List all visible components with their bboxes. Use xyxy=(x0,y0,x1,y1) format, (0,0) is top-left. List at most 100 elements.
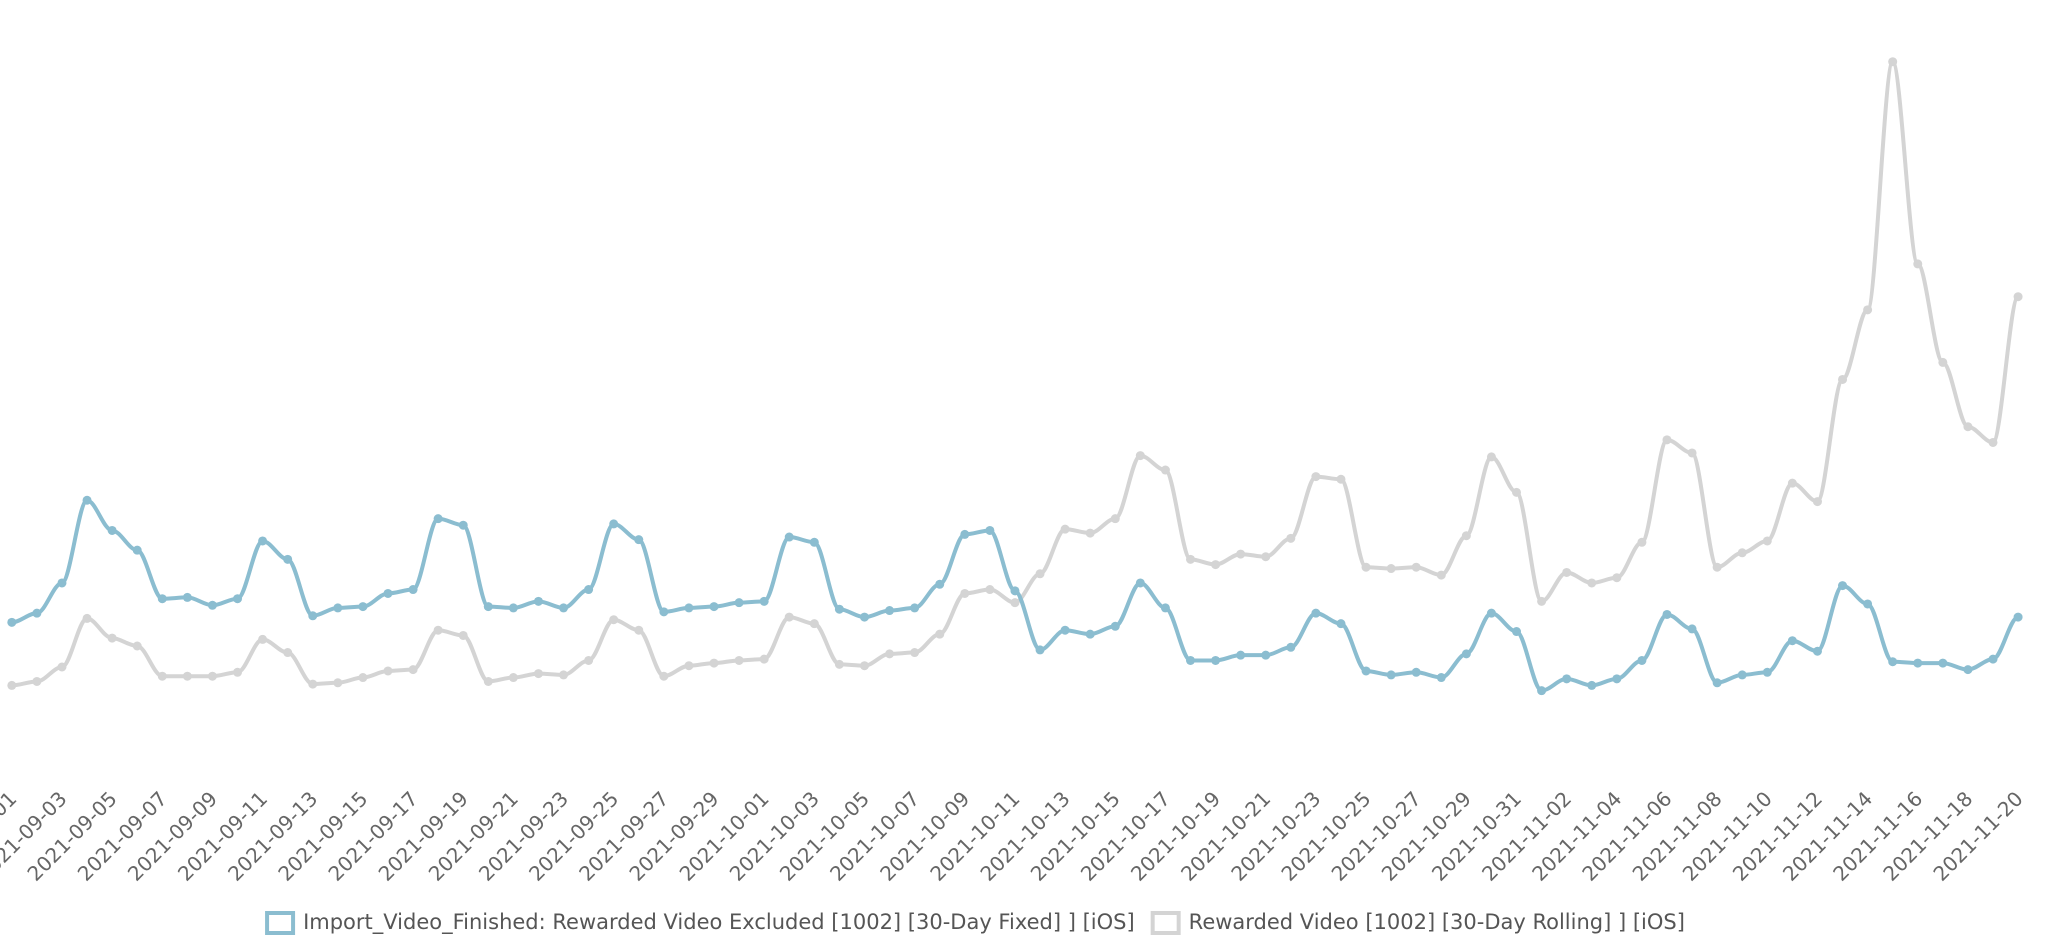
data-point xyxy=(1286,642,1296,652)
data-point xyxy=(1386,564,1396,574)
legend-label: Import_Video_Finished: Rewarded Video Ex… xyxy=(303,910,1135,935)
data-point xyxy=(1211,560,1221,570)
data-point xyxy=(935,629,945,639)
data-point xyxy=(1110,514,1120,524)
data-point xyxy=(483,676,493,686)
data-point xyxy=(1461,531,1471,541)
data-point xyxy=(508,673,518,683)
data-point xyxy=(207,671,217,681)
data-point xyxy=(433,514,443,524)
data-point xyxy=(784,612,794,622)
data-point xyxy=(759,596,769,606)
data-point xyxy=(1762,667,1772,677)
data-point xyxy=(584,585,594,595)
data-point xyxy=(1537,596,1547,606)
data-point xyxy=(1637,537,1647,547)
data-point xyxy=(383,588,393,598)
data-point xyxy=(1060,524,1070,534)
data-point xyxy=(1888,657,1898,667)
data-point xyxy=(1938,357,1948,367)
data-point xyxy=(1336,474,1346,484)
data-point xyxy=(1411,667,1421,677)
data-point xyxy=(157,671,167,681)
data-point xyxy=(283,554,293,564)
data-point xyxy=(885,649,895,659)
data-point xyxy=(859,661,869,671)
data-point xyxy=(1888,57,1898,67)
data-point xyxy=(333,603,343,613)
data-point xyxy=(609,519,619,529)
data-point xyxy=(1863,305,1873,315)
data-point xyxy=(1812,646,1822,656)
data-point xyxy=(1135,578,1145,588)
data-point xyxy=(258,536,268,546)
data-point xyxy=(1010,598,1020,608)
data-point xyxy=(1211,655,1221,665)
data-point xyxy=(1160,603,1170,613)
data-point xyxy=(1687,624,1697,634)
data-point xyxy=(1386,670,1396,680)
data-point xyxy=(1512,627,1522,637)
data-point xyxy=(107,633,117,643)
data-point xyxy=(1612,674,1622,684)
data-point xyxy=(809,537,819,547)
data-point xyxy=(684,661,694,671)
data-point xyxy=(1762,536,1772,546)
data-point xyxy=(559,603,569,613)
data-point xyxy=(759,654,769,664)
data-point xyxy=(132,545,142,555)
data-point xyxy=(559,670,569,680)
data-point xyxy=(1010,586,1020,596)
data-point xyxy=(734,655,744,665)
data-point xyxy=(1361,666,1371,676)
data-point xyxy=(1737,670,1747,680)
data-point xyxy=(1185,655,1195,665)
data-point xyxy=(1361,562,1371,572)
data-point xyxy=(408,665,418,675)
data-point xyxy=(1737,548,1747,558)
data-point xyxy=(458,520,468,530)
data-point xyxy=(57,578,67,588)
data-point xyxy=(233,594,243,604)
data-point xyxy=(960,529,970,539)
data-point xyxy=(859,612,869,622)
data-point xyxy=(233,667,243,677)
data-point xyxy=(1486,452,1496,462)
data-point xyxy=(32,676,42,686)
data-point xyxy=(609,615,619,625)
data-point xyxy=(182,592,192,602)
data-point xyxy=(659,607,669,617)
data-point xyxy=(910,603,920,613)
data-point xyxy=(659,671,669,681)
data-point xyxy=(1236,549,1246,559)
data-point xyxy=(1938,658,1948,668)
data-point xyxy=(709,602,719,612)
data-point xyxy=(1461,649,1471,659)
data-point xyxy=(1261,552,1271,562)
data-point xyxy=(1562,567,1572,577)
data-point xyxy=(584,655,594,665)
data-point xyxy=(1035,645,1045,655)
legend: Import_Video_Finished: Rewarded Video Ex… xyxy=(265,910,1685,935)
data-point xyxy=(634,625,644,635)
data-point xyxy=(283,648,293,658)
data-point xyxy=(1512,487,1522,497)
data-point xyxy=(1662,435,1672,445)
data-point xyxy=(1988,437,1998,447)
data-point xyxy=(82,495,92,505)
data-point xyxy=(834,659,844,669)
data-point xyxy=(433,625,443,635)
legend-swatch xyxy=(265,911,296,935)
data-point xyxy=(1612,573,1622,583)
data-point xyxy=(1963,422,1973,432)
data-point xyxy=(1261,650,1271,660)
series-line xyxy=(11,498,2020,693)
data-point xyxy=(1562,674,1572,684)
data-point xyxy=(7,680,17,690)
data-point xyxy=(1085,528,1095,538)
data-point xyxy=(1035,569,1045,579)
data-point xyxy=(82,613,92,623)
data-point xyxy=(1411,562,1421,572)
data-point xyxy=(1812,497,1822,507)
